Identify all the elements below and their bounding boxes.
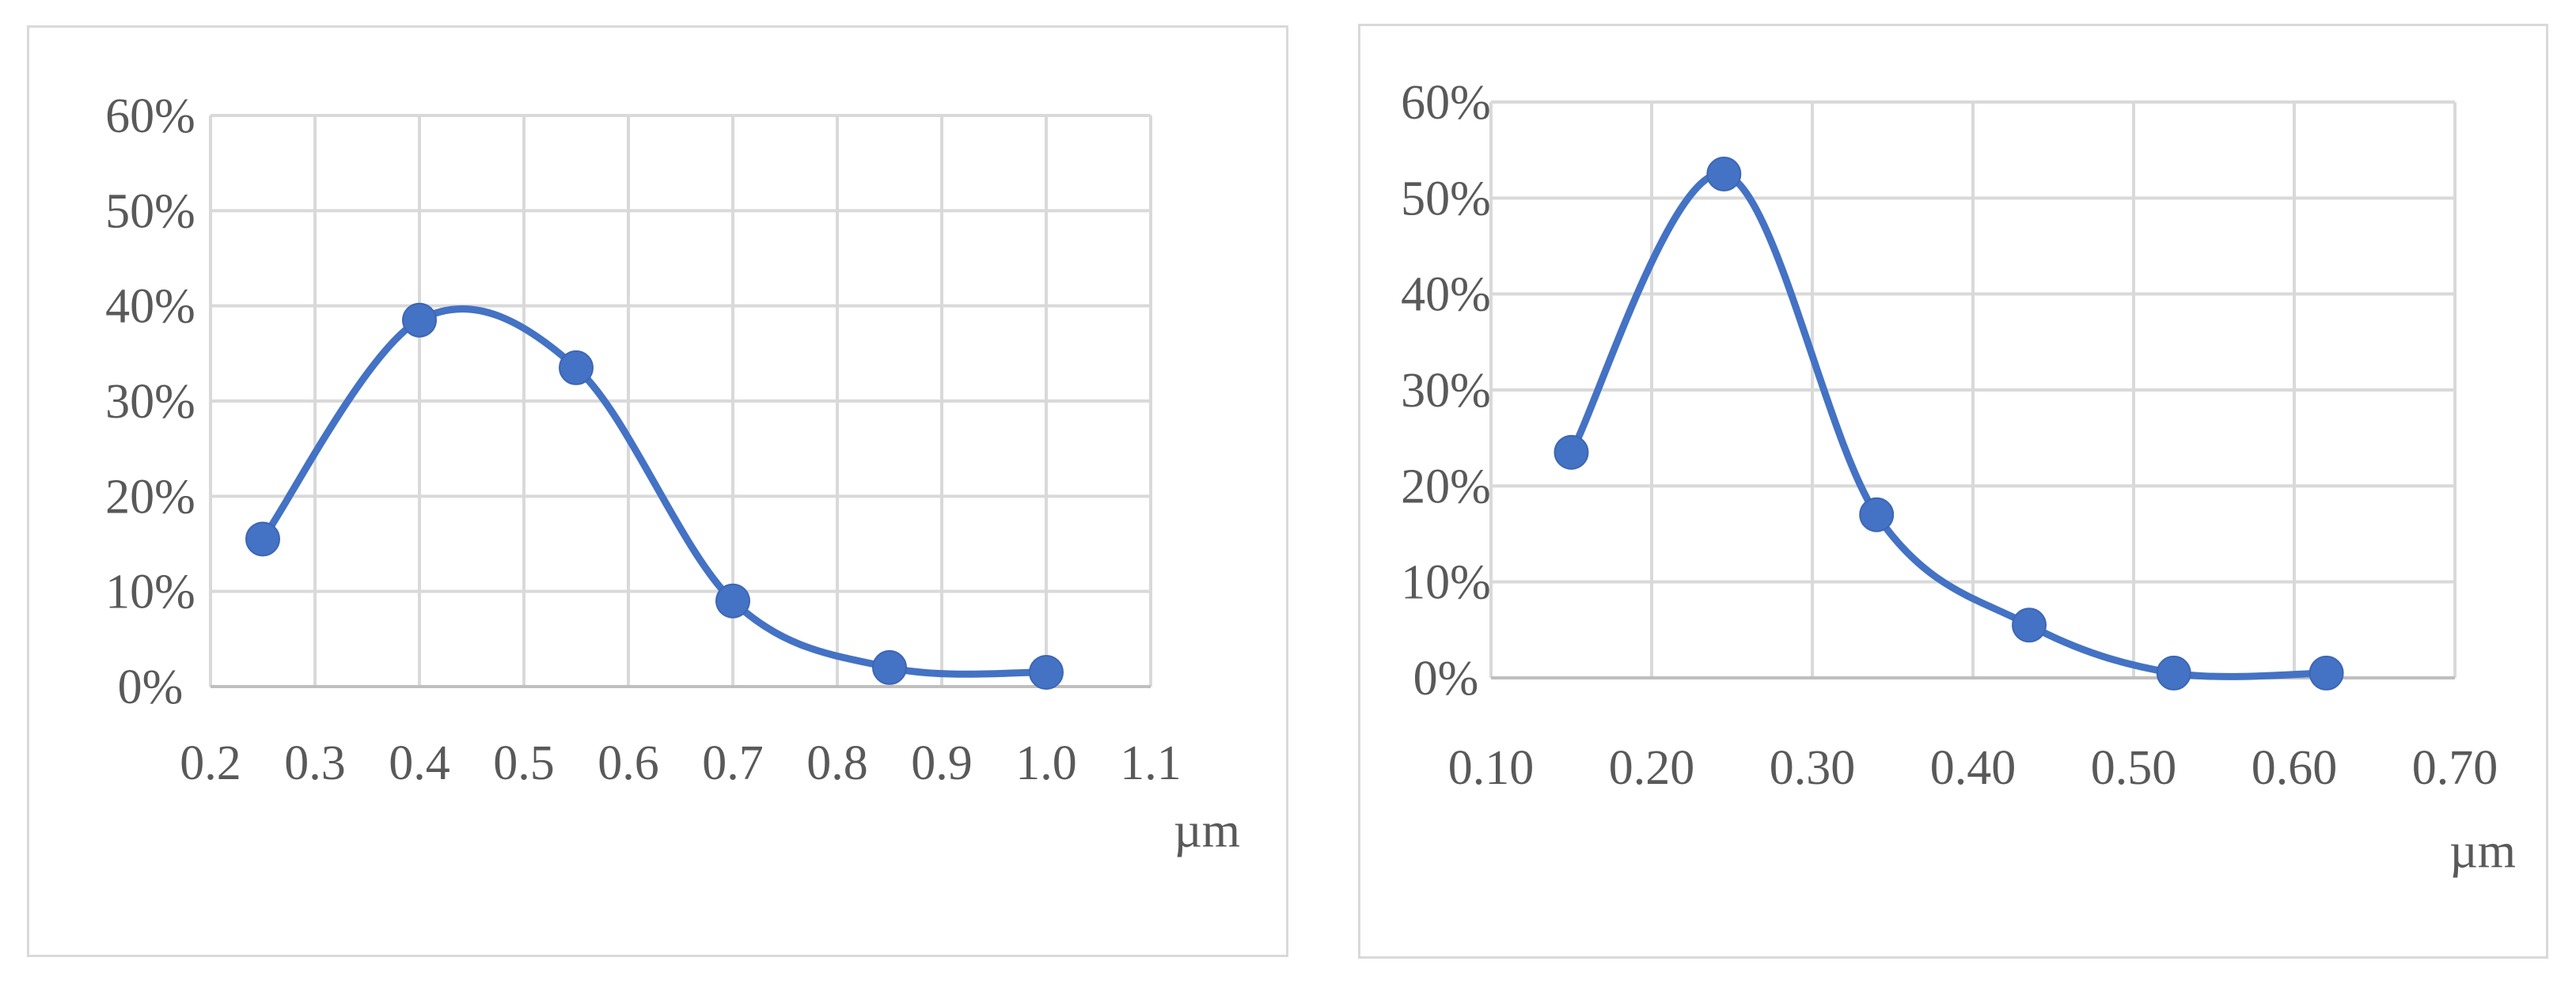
x-tick-label: 0.6 [598,736,659,790]
data-point [715,583,750,619]
x-tick-label: 0.20 [1609,741,1695,795]
data-point [245,521,280,557]
y-tick-label: 60% [1401,76,1491,130]
data-point [2012,607,2047,643]
chart-1: 0% 10% 20% 30% 40% 50% 60% 0.2 0.3 0.4 0.5 0.6 0.7 0.… [105,89,1240,857]
x-tick-label: 0.2 [180,736,241,790]
x-tick-label: 0.4 [389,736,450,790]
x-tick-label: 1.0 [1015,736,1077,790]
chart-panel-1: 0% 10% 20% 30% 40% 50% 60% 0.2 0.3 0.4 0.5 0.6 0.7 0.… [27,25,1288,957]
x-tick-label: 0.9 [911,736,973,790]
data-point [872,649,907,685]
x-axis-label: µm [1174,804,1240,857]
y-tick-label: 40% [105,280,195,334]
y-tick-label: 20% [105,470,195,524]
x-tick-label: 0.40 [1930,741,2016,795]
x-tick-label: 0.10 [1448,741,1535,795]
grid-lines [1489,100,2456,679]
series-line [1568,170,2331,680]
chart-panel-2: 0% 10% 20% 30% 40% 50% 60% 0.10 0.20 0.30 0.40 0.50… [1358,24,2548,959]
y-tick-label: 30% [105,375,195,429]
x-tick-label: 0.5 [493,736,555,790]
y-tick-label: 50% [1401,172,1491,225]
y-tick-label: 10% [1401,556,1491,610]
y-tick-label: 40% [1401,268,1491,322]
y-tick-label: 60% [105,89,195,143]
x-tick-label: 1.1 [1120,736,1182,790]
y-tick-label: 20% [1401,460,1491,513]
y-tick-label: 30% [1401,364,1491,418]
data-point [2309,655,2344,691]
x-tick-label: 0.30 [1770,741,1856,795]
y-tick-label: 0% [118,660,184,714]
chart-2: 0% 10% 20% 30% 40% 50% 60% 0.10 0.20 0.30 0.40 0.50… [1401,76,2516,878]
x-tick-label: 0.3 [284,736,346,790]
y-tick-label: 10% [105,566,195,619]
x-tick-label: 0.50 [2091,741,2177,795]
data-point [2156,655,2191,691]
x-tick-label: 0.70 [2412,741,2498,795]
data-point [1706,157,1742,191]
y-tick-label: 50% [105,184,195,238]
y-tick-label: 0% [1413,652,1479,706]
series-line [259,305,1050,678]
data-point [1029,654,1064,690]
x-tick-label: 0.7 [702,736,764,790]
data-point [402,302,437,338]
data-point [559,350,594,385]
x-tick-label: 0.60 [2252,741,2338,795]
data-point [1859,497,1895,532]
data-point [1554,434,1589,470]
x-tick-label: 0.8 [806,736,868,790]
x-axis-label: µm [2449,824,2516,878]
